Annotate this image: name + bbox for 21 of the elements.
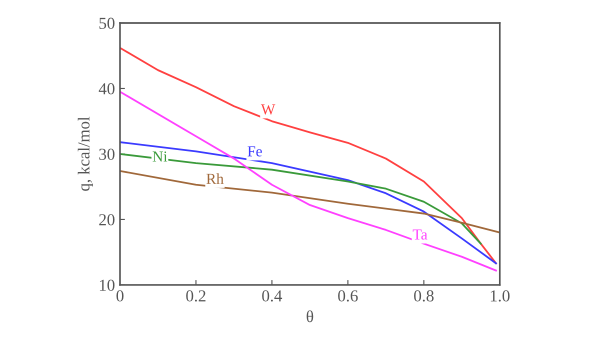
- y-tick-label: 20: [99, 214, 115, 226]
- x-axis-title: θ: [306, 310, 314, 322]
- y-tick-label: 30: [99, 148, 115, 160]
- x-tick-label: 1.0: [490, 290, 510, 302]
- line-series: [120, 90, 497, 272]
- series-label: Ni: [152, 151, 168, 162]
- series-label: Fe: [248, 146, 262, 156]
- line-series: [120, 46, 497, 264]
- x-tick-label: 0.6: [338, 290, 358, 302]
- x-tick-label: 0.8: [414, 290, 434, 302]
- y-tick-label: 40: [98, 83, 115, 94]
- series-label: W: [260, 104, 276, 115]
- x-tick-label: 0: [116, 290, 124, 302]
- x-tick-label: 0.2: [186, 290, 206, 302]
- series-label: Rh: [206, 173, 224, 184]
- series-label: Ta: [412, 229, 428, 240]
- y-tick-label: 10: [100, 280, 115, 291]
- x-tick-label: 0.4: [262, 290, 282, 302]
- y-axis-title: q, kcal/mol: [78, 116, 93, 191]
- line-series: [120, 141, 497, 264]
- y-tick-label: 50: [99, 18, 115, 29]
